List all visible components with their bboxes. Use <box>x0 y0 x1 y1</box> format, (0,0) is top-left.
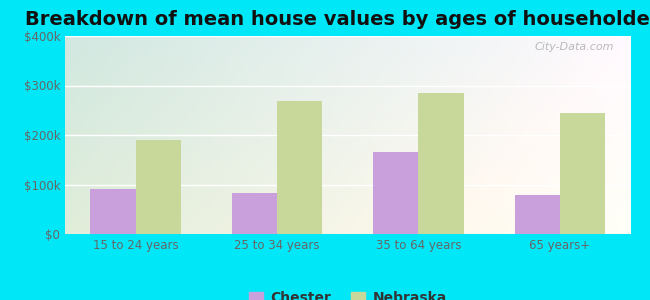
Bar <box>90 190 136 234</box>
Bar <box>136 140 181 234</box>
Title: Breakdown of mean house values by ages of householders: Breakdown of mean house values by ages o… <box>25 10 650 29</box>
Text: City-Data.com: City-Data.com <box>534 42 614 52</box>
Legend: Chester, Nebraska: Chester, Nebraska <box>243 285 452 300</box>
Bar <box>560 113 605 234</box>
Bar <box>277 101 322 234</box>
Bar <box>515 195 560 234</box>
Bar <box>373 152 419 234</box>
Bar <box>419 93 463 234</box>
Bar <box>232 194 277 234</box>
